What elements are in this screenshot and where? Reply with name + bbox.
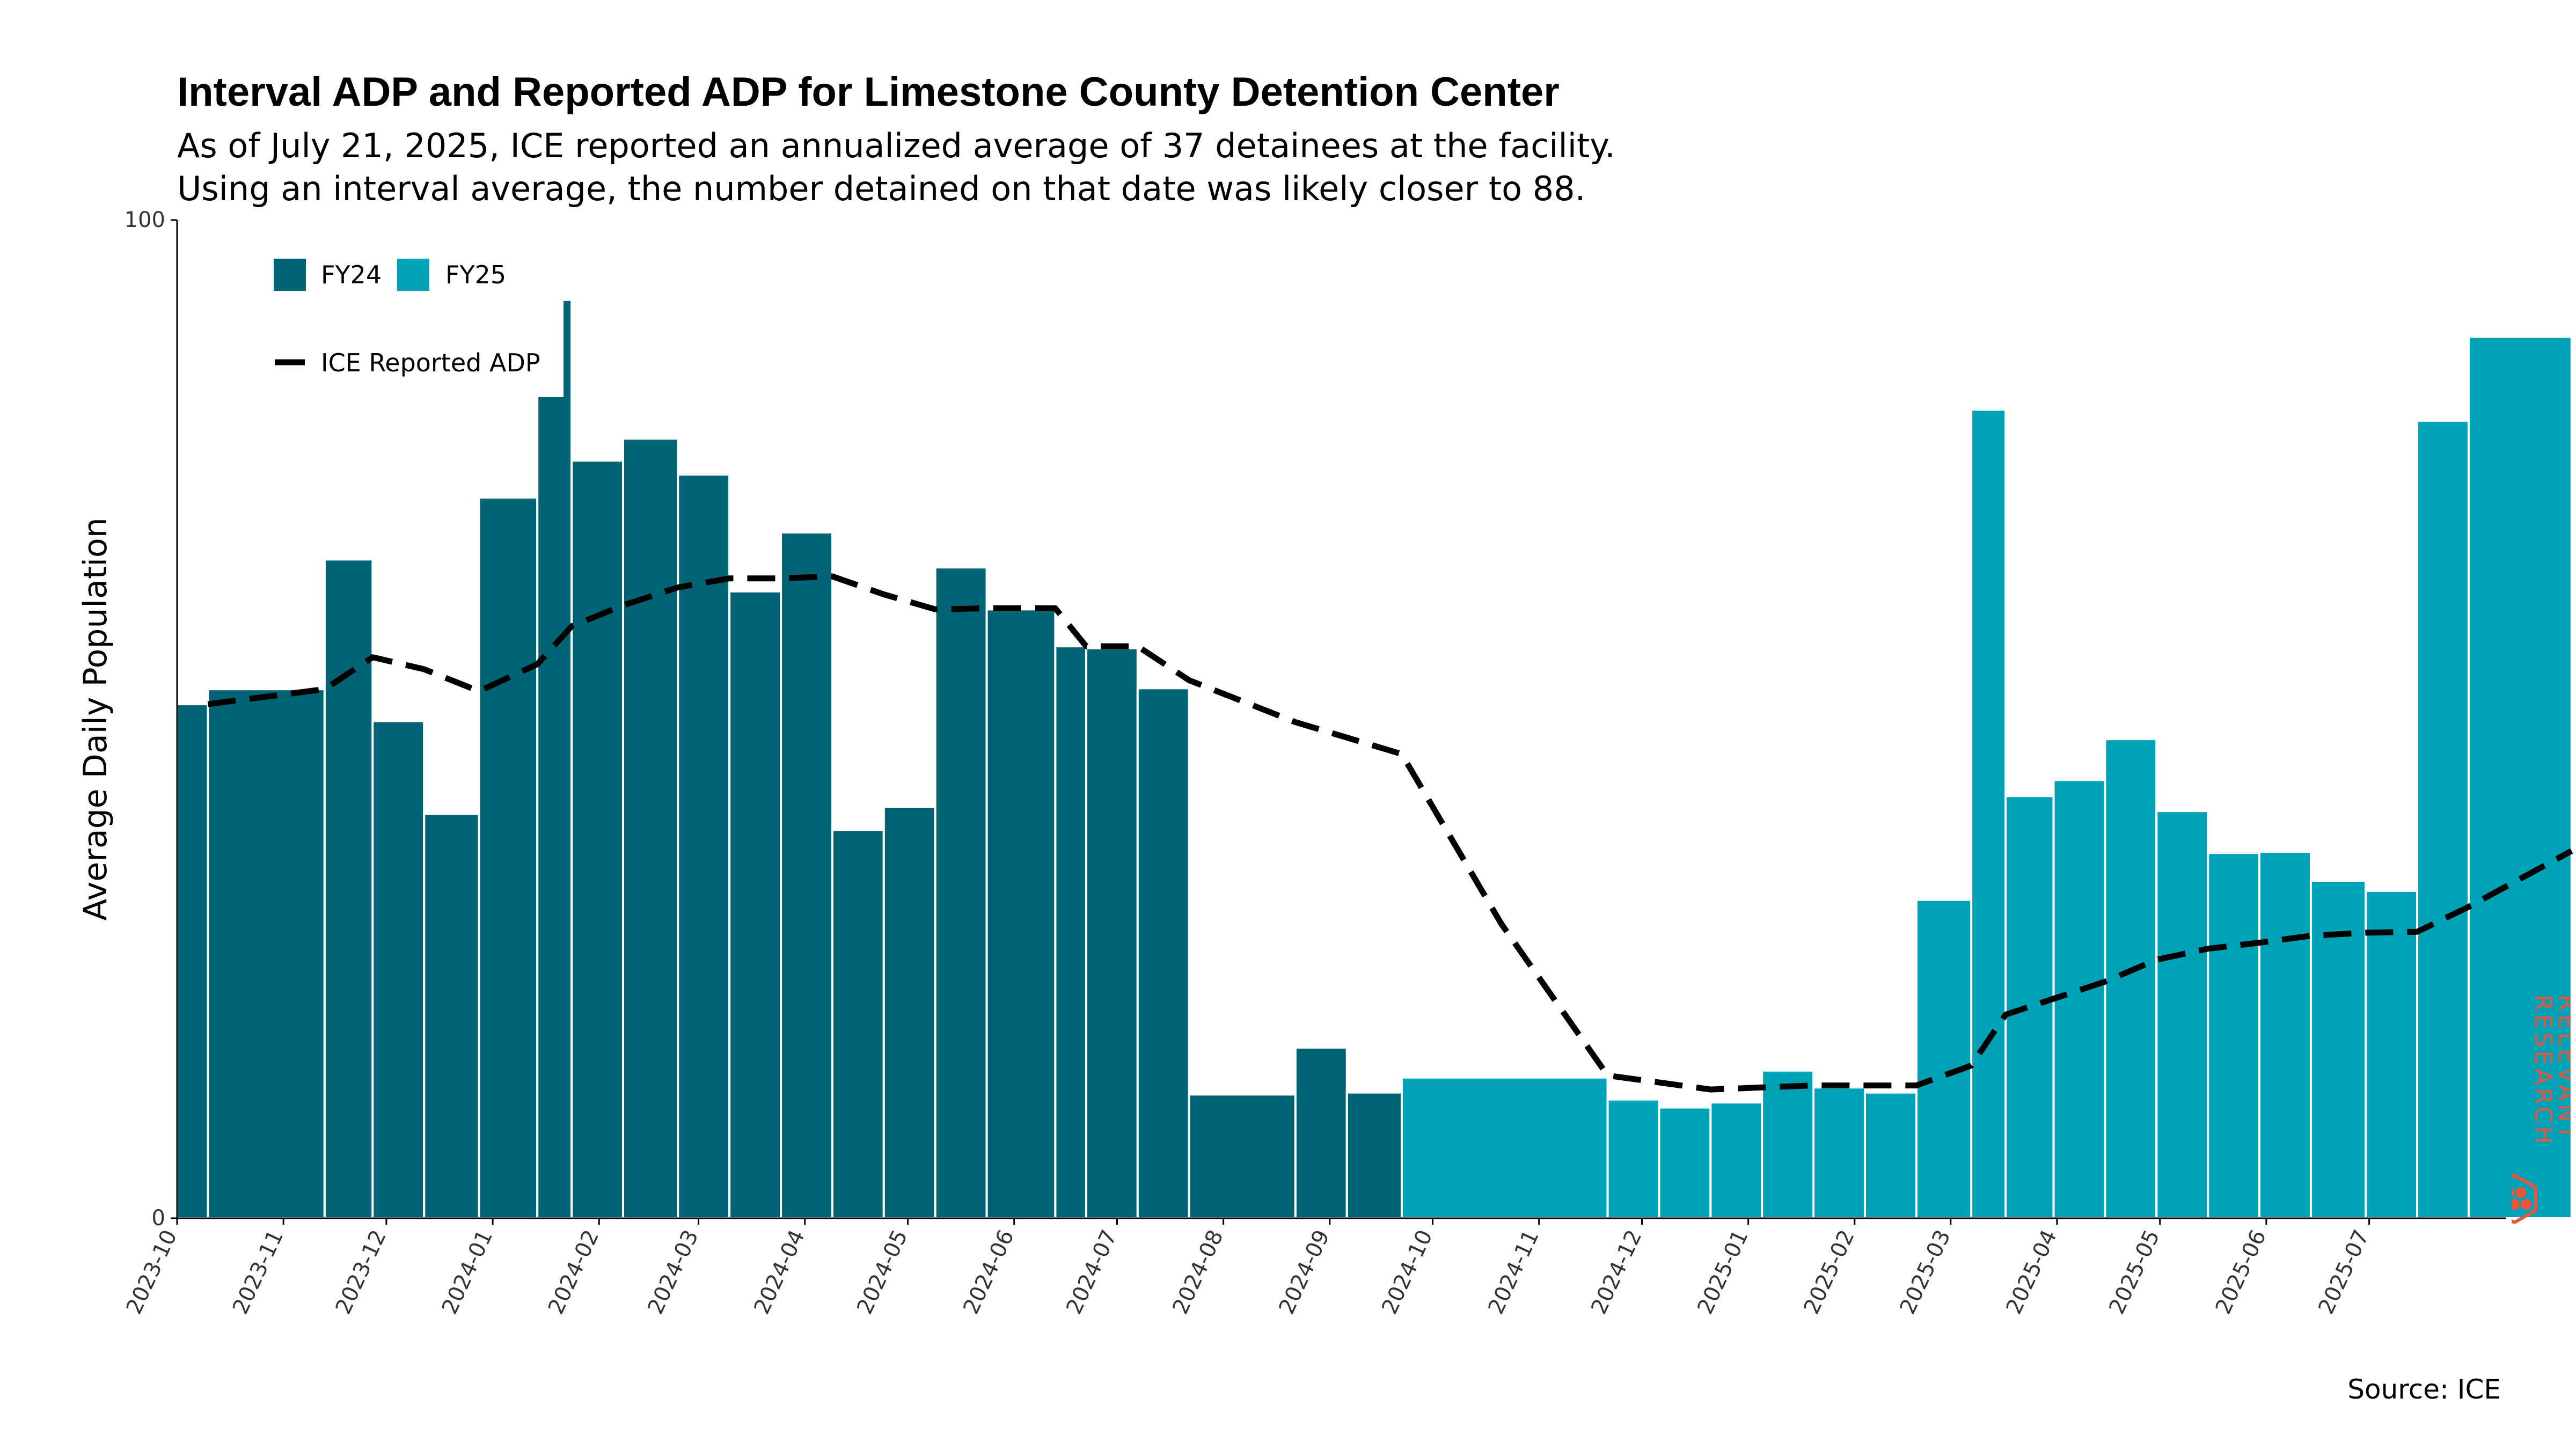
x-tick-label-2025-01: 2025-01 — [1693, 1226, 1753, 1318]
bar-fy24-7 — [570, 459, 624, 1219]
bar-fy24-15 — [985, 608, 1057, 1219]
bar-fy24-11 — [780, 531, 833, 1219]
x-tick-label-2023-10: 2023-10 — [122, 1226, 182, 1318]
bar-fy25-24 — [1658, 1106, 1712, 1220]
bar-fy25-28 — [1863, 1091, 1918, 1220]
x-tick-label-2024-02: 2024-02 — [544, 1226, 604, 1318]
bar-fy25-38 — [2365, 889, 2419, 1220]
legend-swatch-fy24 — [274, 259, 306, 291]
legend-label-fy25: FY25 — [445, 260, 506, 289]
bar-fy25-39 — [2416, 419, 2470, 1219]
bar-fy24-16 — [1054, 645, 1087, 1219]
bar-fy25-27 — [1812, 1086, 1866, 1219]
x-tick-label-2025-06: 2025-06 — [2211, 1226, 2271, 1318]
x-ticks: 2023-10 2023-11 2023-12 2024-01 2024-02 2024-… — [122, 1218, 2374, 1318]
bar-fy24-12 — [831, 829, 885, 1219]
x-tick-label-2024-09: 2024-09 — [1275, 1226, 1335, 1318]
y-tick-label-100: 100 — [125, 208, 165, 232]
bar-fy25-26 — [1761, 1069, 1815, 1219]
y-tick-label-0: 0 — [152, 1206, 165, 1231]
legend-label-fy24: FY24 — [321, 260, 382, 289]
y-axis-label: Average Daily Population — [77, 517, 114, 921]
bar-fy24-20 — [1294, 1046, 1348, 1219]
bar-fy24-8 — [621, 437, 679, 1220]
bar-fy24-10 — [728, 590, 782, 1219]
legend-swatch-fy25 — [397, 259, 429, 291]
subtitle-line-2: Using an interval average, the number de… — [177, 169, 1586, 208]
legend-label-line: ICE Reported ADP — [321, 348, 540, 377]
bar-fy25-22 — [1401, 1076, 1609, 1219]
bar-fy24-21 — [1345, 1091, 1403, 1220]
bars-layer — [176, 298, 2573, 1220]
bar-fy25-36 — [2258, 851, 2312, 1219]
x-tick-label-2024-12: 2024-12 — [1586, 1226, 1646, 1318]
x-tick-label-2025-02: 2025-02 — [1799, 1226, 1860, 1318]
x-tick-label-2025-05: 2025-05 — [2104, 1226, 2164, 1318]
bar-fy24-18 — [1136, 687, 1190, 1219]
bar-fy24-3 — [371, 720, 426, 1219]
x-tick-label-2024-11: 2024-11 — [1483, 1226, 1543, 1318]
x-tick-label-2025-03: 2025-03 — [1896, 1226, 1956, 1318]
bar-fy25-34 — [2155, 810, 2209, 1219]
bar-fy24-5 — [478, 496, 539, 1220]
brand-hex-icon — [2512, 1173, 2537, 1224]
legend: FY24 FY25 ICE Reported ADP — [263, 241, 564, 397]
chart-title: Interval ADP and Reported ADP for Limest… — [177, 69, 1560, 115]
bar-fy24-13 — [882, 806, 936, 1220]
bar-fy24-19 — [1188, 1093, 1297, 1219]
subtitle-line-1: As of July 21, 2025, ICE reported an ann… — [177, 126, 1615, 165]
x-tick-label-2024-10: 2024-10 — [1377, 1226, 1437, 1318]
x-tick-label-2024-04: 2024-04 — [750, 1226, 810, 1318]
bar-fy25-35 — [2207, 852, 2261, 1219]
bar-fy25-23 — [1606, 1098, 1660, 1219]
bar-fy25-25 — [1709, 1101, 1763, 1219]
x-tick-label-2023-11: 2023-11 — [228, 1226, 288, 1318]
x-tick-label-2025-07: 2025-07 — [2314, 1226, 2374, 1318]
bar-fy24-2 — [323, 558, 374, 1219]
x-tick-label-2023-12: 2023-12 — [331, 1226, 391, 1318]
bar-fy25-29 — [1915, 898, 1973, 1220]
bar-fy24-6 — [536, 298, 573, 1219]
x-tick-label-2025-04: 2025-04 — [2002, 1226, 2062, 1318]
x-tick-label-2024-01: 2024-01 — [437, 1226, 497, 1318]
bar-fy25-31 — [2004, 795, 2055, 1219]
reported-adp-line — [207, 573, 2573, 1093]
relevant-research-logo: RELEVANT RESEARCH — [2512, 994, 2571, 1224]
x-tick-label-2024-03: 2024-03 — [643, 1226, 703, 1318]
brand-line-2: RESEARCH — [2529, 994, 2557, 1147]
bar-fy24-1 — [207, 688, 326, 1219]
bar-fy24-17 — [1085, 647, 1139, 1219]
bar-fy24-14 — [934, 566, 988, 1219]
x-tick-label-2024-05: 2024-05 — [852, 1226, 912, 1318]
bar-fy24-0 — [176, 703, 209, 1219]
bar-fy24-4 — [423, 813, 480, 1219]
x-tick-label-2024-06: 2024-06 — [958, 1226, 1019, 1318]
source-note: Source: ICE — [2347, 1374, 2501, 1405]
chart-subtitle: As of July 21, 2025, ICE reported an ann… — [177, 125, 1615, 210]
bar-fy25-33 — [2104, 738, 2158, 1219]
x-tick-label-2024-08: 2024-08 — [1168, 1226, 1228, 1318]
x-tick-label-2024-07: 2024-07 — [1062, 1226, 1122, 1318]
brand-line-1: RELEVANT — [2553, 994, 2571, 1143]
bar-fy25-30 — [1970, 408, 2007, 1219]
